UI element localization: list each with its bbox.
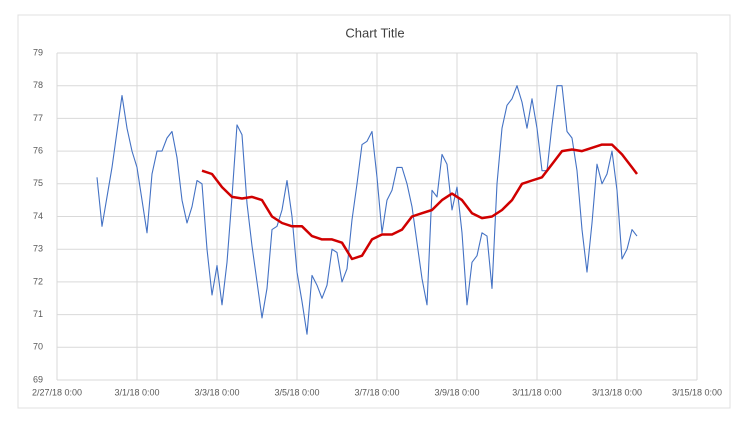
y-tick-label: 79 (33, 47, 43, 57)
y-tick-label: 70 (33, 342, 43, 352)
x-tick-label: 3/1/18 0:00 (114, 387, 159, 397)
y-tick-label: 72 (33, 276, 43, 286)
x-tick-label: 3/9/18 0:00 (434, 387, 479, 397)
y-tick-label: 71 (33, 309, 43, 319)
x-tick-label: 3/15/18 0:00 (672, 387, 722, 397)
y-tick-label: 73 (33, 244, 43, 254)
x-tick-label: 3/7/18 0:00 (354, 387, 399, 397)
y-tick-label: 78 (33, 80, 43, 90)
x-tick-label: 3/11/18 0:00 (512, 387, 561, 397)
x-tick-label: 3/5/18 0:00 (274, 387, 319, 397)
y-tick-label: 69 (33, 374, 43, 384)
y-tick-label: 77 (33, 113, 43, 123)
y-tick-label: 75 (33, 178, 43, 188)
x-tick-label: 3/13/18 0:00 (592, 387, 642, 397)
x-tick-label: 2/27/18 0:00 (32, 387, 82, 397)
chart-border (17, 14, 731, 409)
series-line (201, 143, 638, 261)
y-tick-label: 76 (33, 145, 43, 155)
chart-title: Chart Title (345, 25, 404, 40)
x-tick-label: 3/3/18 0:00 (194, 387, 239, 397)
y-tick-label: 74 (33, 211, 43, 221)
